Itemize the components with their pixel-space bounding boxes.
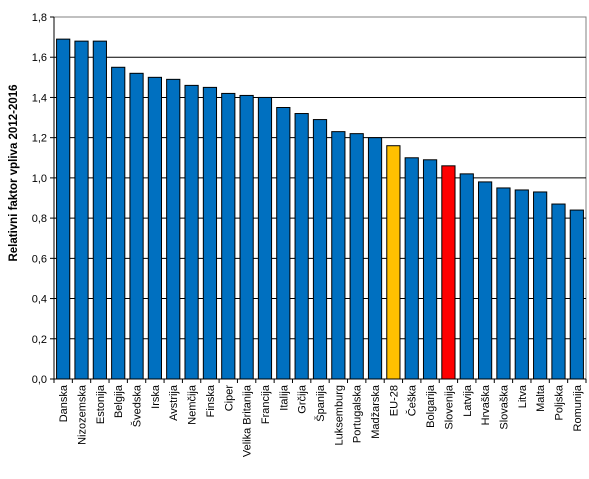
x-tick-label: Litva (517, 384, 529, 408)
x-tick-label: Nemčija (187, 384, 199, 425)
bar (257, 96, 273, 380)
bar (92, 40, 107, 380)
bar (349, 133, 364, 380)
x-tick-label: Češka (406, 384, 419, 416)
bar (294, 113, 309, 380)
x-tick-label: EU-28 (388, 385, 400, 416)
bar (276, 107, 291, 380)
x-tick-label: Poljska (553, 384, 565, 420)
bar (239, 94, 254, 380)
x-tick-label: Madžarska (370, 384, 382, 439)
bar (367, 137, 383, 380)
y-tick-label: 0,8 (32, 213, 47, 225)
bar (514, 189, 529, 380)
bar (312, 119, 328, 380)
bar (459, 173, 474, 380)
x-tick-label: Švedska (131, 384, 144, 427)
x-tick-label: Irska (150, 384, 162, 409)
y-tick-label: 1,4 (32, 92, 47, 104)
bar (422, 159, 438, 380)
bar (166, 78, 181, 380)
bar (496, 187, 511, 380)
x-tick-label: Ciper (223, 385, 235, 412)
bar (74, 40, 89, 380)
bar (551, 203, 566, 380)
y-tick-labels: 0,0 0,2 0,4 0,6 0,8 1,0 1,2 1,4 1,6 1,8 (32, 12, 47, 386)
bar (221, 92, 236, 380)
x-tick-label: Slovenija (443, 384, 455, 430)
x-tick-label: Hrvaška (480, 384, 492, 425)
x-tick-label: Velika Britanija (242, 384, 254, 457)
x-tick-label: Avstrija (168, 384, 180, 421)
bar (569, 209, 584, 380)
x-tick-label: Italija (278, 384, 290, 411)
bar (404, 157, 419, 380)
x-tick-label: Malta (535, 384, 547, 412)
y-tick-label: 0,0 (32, 374, 47, 386)
x-tick-label: Grčija (297, 384, 309, 414)
bar (129, 72, 144, 380)
x-tick-label: Estonija (95, 384, 107, 424)
x-tick-label: Nizozemska (77, 384, 89, 445)
bar (477, 181, 493, 380)
x-tick-label: Luksemburg (333, 385, 345, 446)
x-tick-label: Portugalska (352, 384, 364, 443)
x-tick-label: Romunija (572, 384, 584, 431)
y-axis-title: Relativni faktor vpliva 2012-2016 (8, 84, 20, 261)
x-tick-label: Slovaška (498, 384, 510, 430)
y-tick-label: 1,8 (32, 12, 47, 24)
bar (56, 38, 71, 380)
y-tick-label: 1,6 (32, 52, 47, 64)
x-tick-label: Danska (58, 384, 70, 422)
x-tick-label: Francija (260, 384, 272, 424)
bar (441, 165, 456, 380)
x-tick-label: Belgija (113, 384, 125, 418)
x-tick-label: Bolgarija (425, 384, 437, 428)
bar (147, 76, 163, 380)
x-tick-labels: Danska Nizozemska Estonija Belgija Švedska Ir… (58, 384, 584, 457)
y-tick-label: 0,2 (32, 334, 47, 346)
bar (202, 86, 218, 380)
y-tick-label: 1,0 (32, 173, 47, 185)
bar (533, 191, 548, 380)
y-tick-label: 0,6 (32, 253, 47, 265)
bar (331, 131, 346, 380)
axes (50, 16, 587, 383)
x-tick-label: Latvija (462, 384, 474, 417)
y-tick-label: 1,2 (32, 133, 47, 145)
x-tick-label: Španija (314, 384, 327, 422)
bar (386, 145, 401, 380)
y-tick-label: 0,4 (32, 294, 47, 306)
x-tick-label: Finska (205, 384, 217, 417)
bars (56, 38, 584, 380)
bar (111, 66, 126, 380)
bar (184, 84, 199, 380)
